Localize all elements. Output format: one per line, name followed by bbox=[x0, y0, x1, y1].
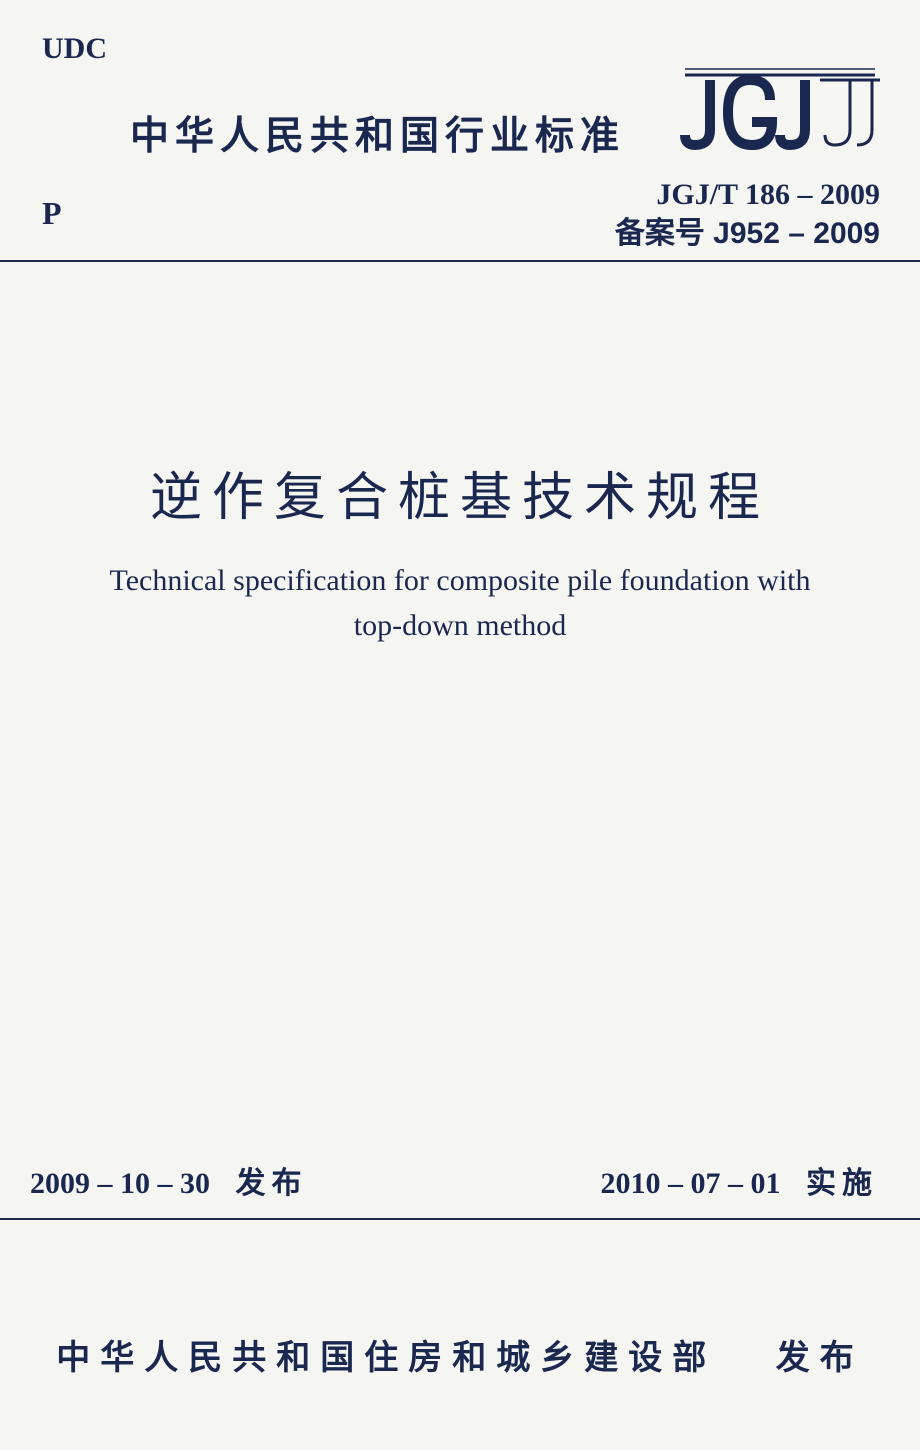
dates-row: 2009 – 10 – 30 发布 2010 – 07 – 01 实施 bbox=[0, 1158, 920, 1202]
issue-label: 发布 bbox=[236, 1167, 308, 1200]
registration-code: 备案号 J952 – 2009 bbox=[615, 214, 880, 253]
document-title-english: Technical specification for composite pi… bbox=[0, 558, 920, 648]
jgj-logo bbox=[680, 60, 880, 155]
publisher-action: 发布 bbox=[776, 1339, 864, 1377]
issue-date: 2009 – 10 – 30 bbox=[30, 1167, 210, 1200]
document-cover-page: UDC P 中华人民共和国行业标准 JGJ/T 186 – 2009 备案号 J… bbox=[0, 0, 920, 1450]
header-divider bbox=[0, 260, 920, 262]
footer-divider bbox=[0, 1218, 920, 1220]
effective-date-block: 2010 – 07 – 01 实施 bbox=[601, 1158, 879, 1202]
document-title-chinese: 逆作复合桩基技术规程 bbox=[0, 455, 920, 530]
standard-number-block: JGJ/T 186 – 2009 备案号 J952 – 2009 bbox=[615, 175, 880, 253]
publisher-name: 中华人民共和国住房和城乡建设部 bbox=[56, 1339, 716, 1377]
udc-label: UDC bbox=[42, 32, 107, 66]
title-english-line1: Technical specification for composite pi… bbox=[109, 564, 810, 597]
publisher-row: 中华人民共和国住房和城乡建设部 发布 bbox=[0, 1330, 920, 1379]
standard-code: JGJ/T 186 – 2009 bbox=[615, 175, 880, 214]
effective-date: 2010 – 07 – 01 bbox=[601, 1167, 781, 1200]
effective-label: 实施 bbox=[806, 1167, 878, 1200]
organization-title: 中华人民共和国行业标准 bbox=[130, 105, 625, 161]
title-english-line2: top-down method bbox=[354, 609, 566, 642]
classification-p-label: P bbox=[42, 195, 62, 232]
issue-date-block: 2009 – 10 – 30 发布 bbox=[30, 1158, 308, 1202]
